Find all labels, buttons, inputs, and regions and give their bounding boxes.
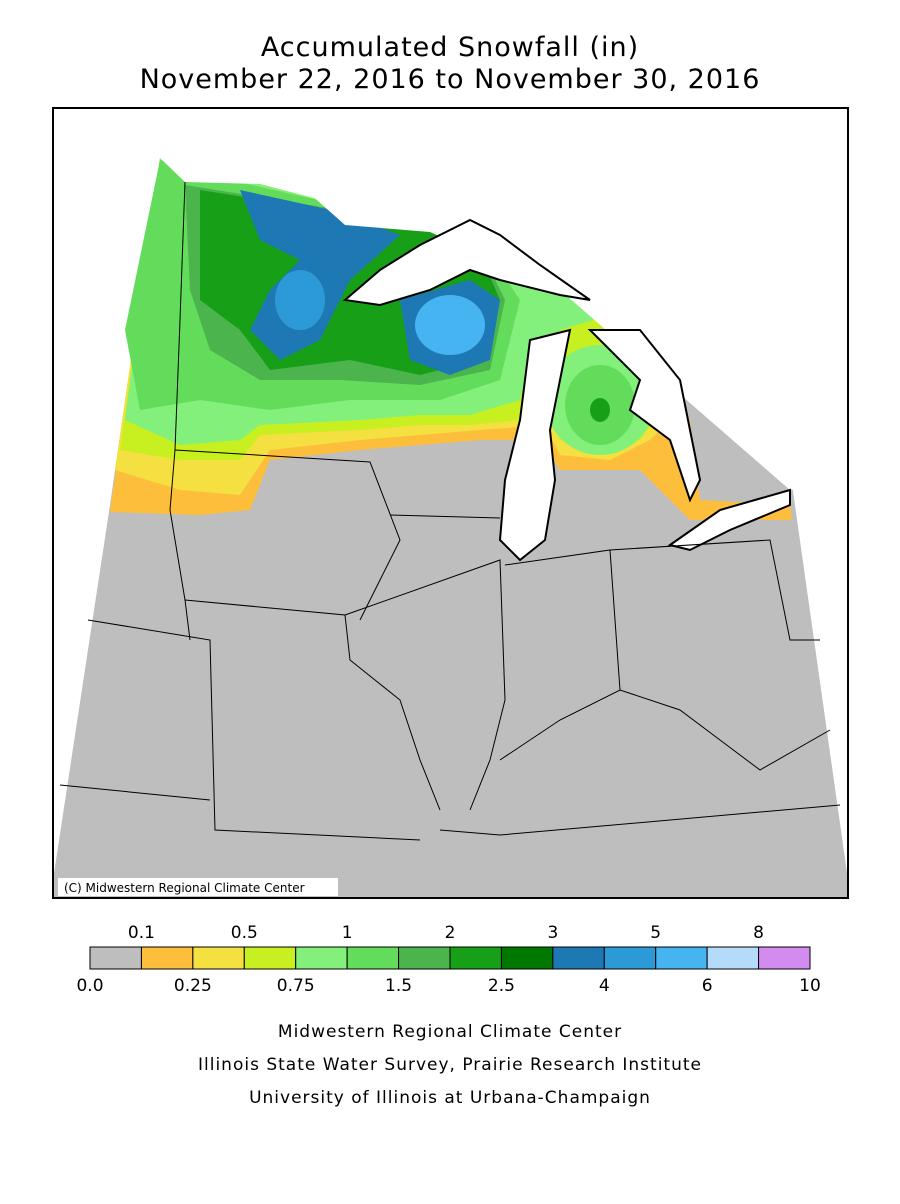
footer: Midwestern Regional Climate Center Illino… xyxy=(198,1022,702,1108)
state-lines xyxy=(59,181,841,841)
lake-michigan xyxy=(498,328,572,562)
legend-swatch xyxy=(346,946,400,970)
lake-huron xyxy=(587,329,702,503)
legend-swatch xyxy=(140,946,194,970)
map: (C) Midwestern Regional Climate Center xyxy=(52,107,849,899)
footer-line: Midwestern Regional Climate Center xyxy=(278,1022,622,1042)
legend-top-label: 2 xyxy=(445,923,456,943)
legend-swatch xyxy=(706,946,760,970)
legend-top-label: 0.1 xyxy=(128,923,155,943)
map-frame xyxy=(52,107,849,899)
legend-swatch xyxy=(552,946,605,970)
legend-swatch xyxy=(192,946,245,970)
legend-bottom-label: 4 xyxy=(599,976,610,996)
lake-erie xyxy=(667,488,791,552)
legend-bottom-label: 10 xyxy=(799,976,821,996)
legend-swatch xyxy=(758,946,811,970)
legend-swatch xyxy=(243,946,297,970)
footer-line: University of Illinois at Urbana-Champai… xyxy=(249,1088,651,1108)
snow-lblue xyxy=(415,295,485,355)
legend-bottom-label: 0.0 xyxy=(76,976,103,996)
legend-bottom-label: 0.75 xyxy=(277,976,315,996)
legend-bottom-label: 0.25 xyxy=(174,976,212,996)
legend-bottom-label: 6 xyxy=(702,976,713,996)
map-credit: (C) Midwestern Regional Climate Center xyxy=(64,881,305,895)
legend-top-label: 3 xyxy=(547,923,558,943)
legend-top-label: 1 xyxy=(342,923,353,943)
legend-top-label: 0.5 xyxy=(231,923,258,943)
legend-swatch xyxy=(500,946,554,970)
legend-swatch xyxy=(89,946,142,970)
snow-mblue xyxy=(275,270,325,330)
legend: 0.1 0.5 1 2 3 5 8 0.0 0.25 0.75 1.5 2.5 4 6 10 xyxy=(76,923,820,996)
legend-swatch xyxy=(398,946,451,970)
lake-superior xyxy=(342,218,591,307)
title: Accumulated Snowfall (in) xyxy=(261,32,639,63)
legend-bottom-label: 1.5 xyxy=(385,976,412,996)
legend-swatch xyxy=(655,946,708,970)
legend-top-label: 5 xyxy=(650,923,661,943)
legend-swatch xyxy=(449,946,502,970)
credit-box xyxy=(58,878,338,896)
legend-swatch xyxy=(603,946,657,970)
legend-top-label: 8 xyxy=(753,923,764,943)
footer-line: Illinois State Water Survey, Prairie Res… xyxy=(198,1055,702,1075)
snow-mi-core xyxy=(590,398,610,422)
legend-bottom-label: 2.5 xyxy=(488,976,515,996)
canada xyxy=(53,108,848,490)
legend-swatch xyxy=(295,946,348,970)
subtitle: November 22, 2016 to November 30, 2016 xyxy=(140,64,761,95)
